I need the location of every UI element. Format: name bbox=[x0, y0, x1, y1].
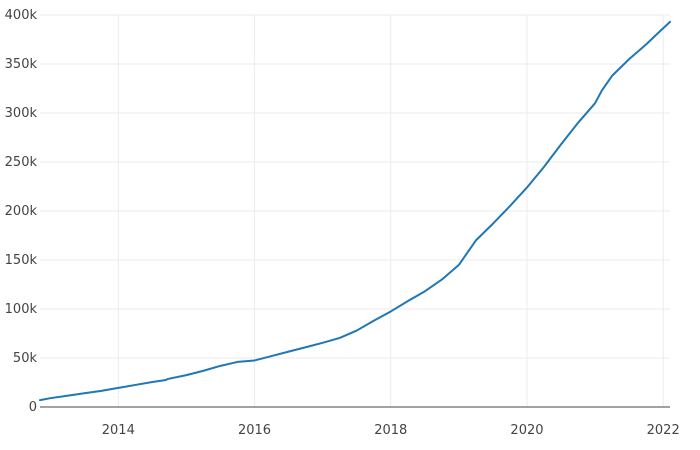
label-layer: 0 50k 100k 150k 200k 250k 300k 350k 400k 2014 2016… bbox=[5, 8, 680, 438]
y-tick-label: 400k bbox=[5, 8, 38, 23]
y-tick-label: 200k bbox=[5, 204, 38, 219]
y-tick-label: 250k bbox=[5, 155, 38, 170]
series-line-0 bbox=[39, 20, 671, 402]
x-tick-label: 2018 bbox=[374, 423, 407, 438]
series-layer bbox=[39, 20, 671, 402]
y-tick-label: 100k bbox=[5, 302, 38, 317]
x-tick-label: 2016 bbox=[238, 423, 271, 438]
y-tick-label: 0 bbox=[29, 400, 37, 415]
grid-layer bbox=[40, 14, 670, 407]
y-tick-label: 300k bbox=[5, 106, 38, 121]
y-tick-label: 350k bbox=[5, 57, 38, 72]
y-tick-label: 150k bbox=[5, 253, 38, 268]
x-tick-label: 2022 bbox=[647, 423, 680, 438]
x-tick-label: 2020 bbox=[510, 423, 543, 438]
y-tick-label: 50k bbox=[13, 351, 38, 366]
x-tick-label: 2014 bbox=[102, 423, 135, 438]
